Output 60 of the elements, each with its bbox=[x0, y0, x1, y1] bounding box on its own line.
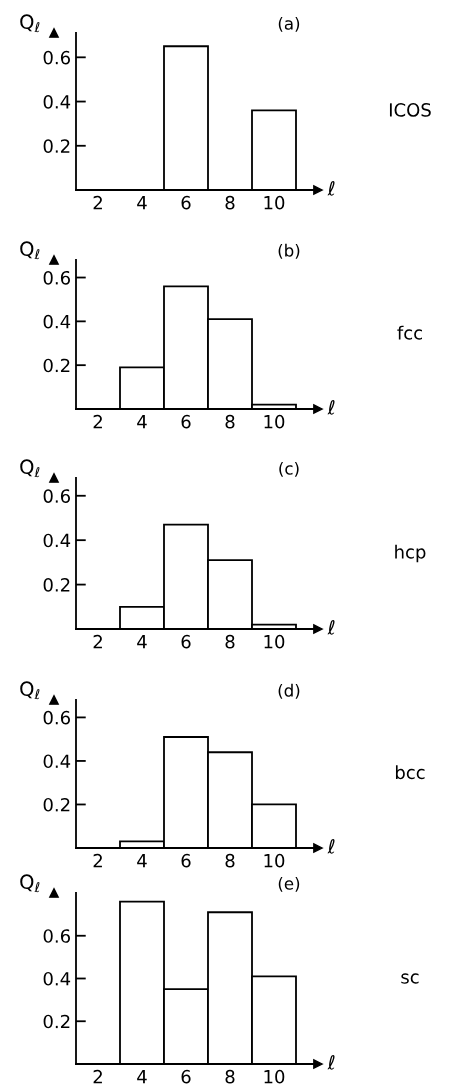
y-tick-label: 0.4 bbox=[43, 314, 71, 329]
x-tick-label: 4 bbox=[137, 854, 147, 868]
y-tick-label: 0.4 bbox=[43, 95, 71, 109]
x-tick-label: 8 bbox=[225, 414, 235, 429]
chart-title: (d) bbox=[278, 683, 300, 699]
y-tick-label: 0.2 bbox=[43, 797, 70, 812]
x-tick-label: 2 bbox=[93, 634, 102, 649]
x-tick-label: 8 bbox=[225, 853, 235, 868]
text: fcc bbox=[397, 325, 422, 340]
y-axis-title: Q$_{ℓ}$ bbox=[20, 459, 40, 478]
y-tick-label: 0.6 bbox=[43, 50, 70, 65]
y-tick-label: 0.6 bbox=[43, 710, 70, 725]
y-tick-label: 0.2 bbox=[43, 578, 70, 592]
x-tick-label: 2 bbox=[93, 1069, 102, 1084]
y-tick-label: 0.4 bbox=[43, 971, 71, 986]
chart-title: (a) bbox=[278, 16, 300, 32]
y-axis-title: Q$_{ℓ}$ bbox=[20, 874, 40, 893]
y-tick-label: 0.4 bbox=[43, 533, 71, 548]
x-tick-label: 6 bbox=[181, 853, 191, 868]
x-tick-label: 10 bbox=[264, 195, 285, 210]
x-tick-label: 2 bbox=[93, 414, 102, 429]
x-tick-label: 4 bbox=[137, 196, 147, 210]
y-tick-label: 0.2 bbox=[43, 139, 70, 153]
x-tick-label: 6 bbox=[181, 414, 191, 429]
x-axis-title: ℓ bbox=[327, 180, 335, 196]
x-tick-label: 2 bbox=[93, 195, 102, 210]
y-axis-title: Q$_{ℓ}$ bbox=[20, 14, 40, 33]
y-tick-label: 0.2 bbox=[43, 1014, 70, 1029]
x-tick-label: 4 bbox=[137, 1070, 147, 1084]
x-axis-title: ℓ bbox=[327, 399, 335, 415]
x-tick-label: 6 bbox=[181, 1069, 191, 1084]
chart-title: (b) bbox=[278, 243, 300, 259]
y-tick-label: 0.4 bbox=[43, 754, 71, 769]
x-tick-label: 6 bbox=[181, 634, 191, 649]
x-tick-label: 10 bbox=[264, 634, 285, 649]
x-tick-label: 4 bbox=[137, 415, 147, 429]
x-tick-label: 10 bbox=[264, 853, 285, 868]
y-tick-label: 0.6 bbox=[43, 270, 70, 285]
y-axis-title: Q$_{ℓ}$ bbox=[20, 241, 40, 260]
text: sc bbox=[401, 973, 419, 984]
chart-title: (c) bbox=[279, 461, 299, 477]
y-tick-label: 0.6 bbox=[43, 929, 70, 943]
x-axis-title: ℓ bbox=[327, 1054, 335, 1070]
x-tick-label: 8 bbox=[225, 634, 235, 649]
y-tick-label: 0.6 bbox=[43, 489, 70, 503]
text: bcc bbox=[395, 765, 425, 780]
x-tick-label: 6 bbox=[181, 195, 191, 210]
x-tick-label: 2 bbox=[93, 853, 102, 868]
x-axis-title: ℓ bbox=[327, 838, 335, 854]
y-axis-title: Q$_{ℓ}$ bbox=[20, 681, 40, 700]
x-tick-label: 8 bbox=[225, 195, 235, 210]
x-tick-label: 8 bbox=[225, 1069, 235, 1084]
text: ICOS bbox=[389, 103, 431, 117]
x-axis-title: ℓ bbox=[327, 619, 335, 635]
x-tick-label: 10 bbox=[264, 1069, 285, 1084]
x-tick-label: 4 bbox=[137, 635, 147, 649]
chart-title: (e) bbox=[278, 876, 300, 892]
x-tick-label: 10 bbox=[264, 414, 285, 429]
text: hcp bbox=[395, 544, 426, 563]
y-tick-label: 0.2 bbox=[43, 358, 70, 373]
